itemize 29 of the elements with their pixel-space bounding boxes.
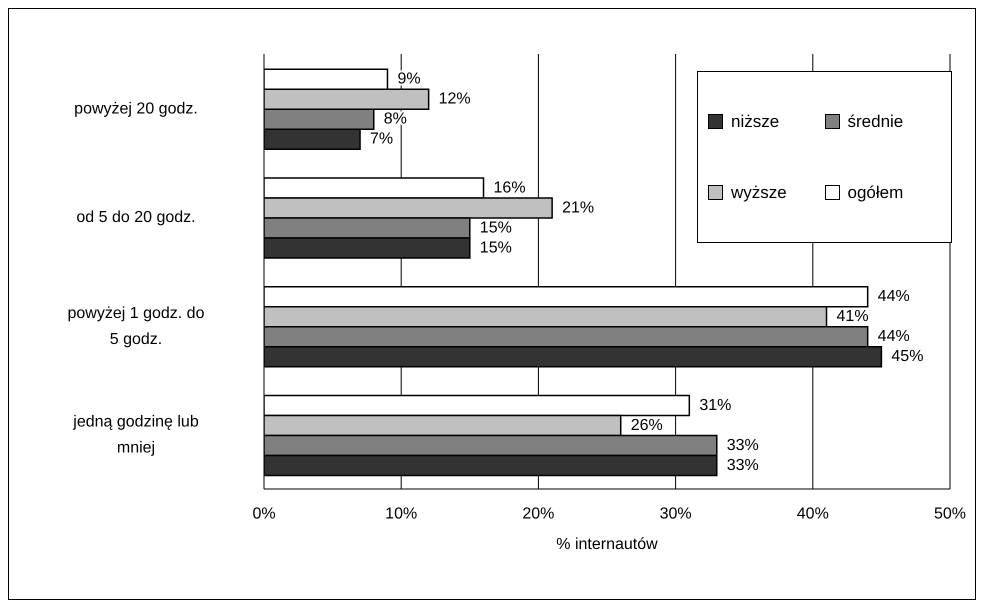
data-label: 44%	[878, 328, 910, 346]
legend-label: średnie	[848, 112, 904, 132]
legend-label: wyższe	[731, 182, 787, 202]
y-tick-label: jedną godzinę lub mniej	[72, 413, 199, 456]
y-tick-label: powyżej 20 godz.	[74, 100, 198, 117]
x-tick-label: 30%	[660, 505, 692, 522]
x-tick-label: 20%	[522, 505, 554, 522]
data-label: 7%	[370, 130, 394, 148]
data-label: 45%	[891, 348, 924, 366]
legend-label: niższe	[731, 112, 780, 132]
data-label: 21%	[562, 199, 594, 216]
data-label: 15%	[480, 219, 512, 236]
data-label: 31%	[699, 396, 732, 414]
data-label: 16%	[494, 179, 526, 196]
x-tick-label: 10%	[385, 505, 418, 522]
data-label: 15%	[480, 239, 512, 256]
x-axis-title: % internautów	[556, 536, 658, 553]
data-label: 33%	[726, 456, 759, 474]
x-tick-label: 0%	[252, 505, 276, 522]
legend-label: ogółem	[848, 182, 904, 202]
data-label: 26%	[630, 416, 663, 434]
x-tick-label: 50%	[934, 505, 966, 522]
data-label: 12%	[438, 90, 471, 108]
data-label: 41%	[836, 308, 869, 326]
y-tick-label: od 5 do 20 godz.	[76, 208, 196, 226]
data-label: 44%	[878, 288, 910, 306]
x-tick-label: 40%	[796, 505, 829, 522]
y-tick-label: powyżej 1 godz. do 5 godz.	[68, 304, 205, 348]
data-label: 33%	[726, 436, 759, 454]
